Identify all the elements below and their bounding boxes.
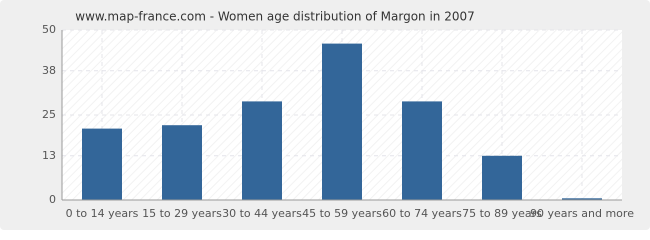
bar — [242, 101, 282, 200]
bar — [82, 128, 122, 200]
bar — [322, 43, 362, 200]
bar — [482, 155, 522, 200]
x-tick-label: 0 to 14 years — [66, 207, 139, 220]
bar — [402, 101, 442, 200]
x-tick-label: 45 to 59 years — [302, 207, 382, 220]
y-tick-label: 38 — [42, 64, 56, 77]
x-tick-label: 30 to 44 years — [222, 207, 302, 220]
bar — [162, 125, 202, 200]
y-tick-label: 13 — [42, 149, 56, 162]
x-tick-label: 15 to 29 years — [142, 207, 222, 220]
y-tick-label: 50 — [42, 23, 56, 36]
y-tick-label: 25 — [42, 108, 56, 121]
y-tick-label: 0 — [49, 193, 56, 206]
x-tick-label: 90 years and more — [530, 207, 634, 220]
chart: www.map-france.com - Women age distribut… — [0, 0, 650, 230]
chart-title: www.map-france.com - Women age distribut… — [75, 10, 475, 24]
x-tick-label: 60 to 74 years — [382, 207, 462, 220]
x-tick-label: 75 to 89 years — [462, 207, 542, 220]
bar — [562, 198, 602, 200]
